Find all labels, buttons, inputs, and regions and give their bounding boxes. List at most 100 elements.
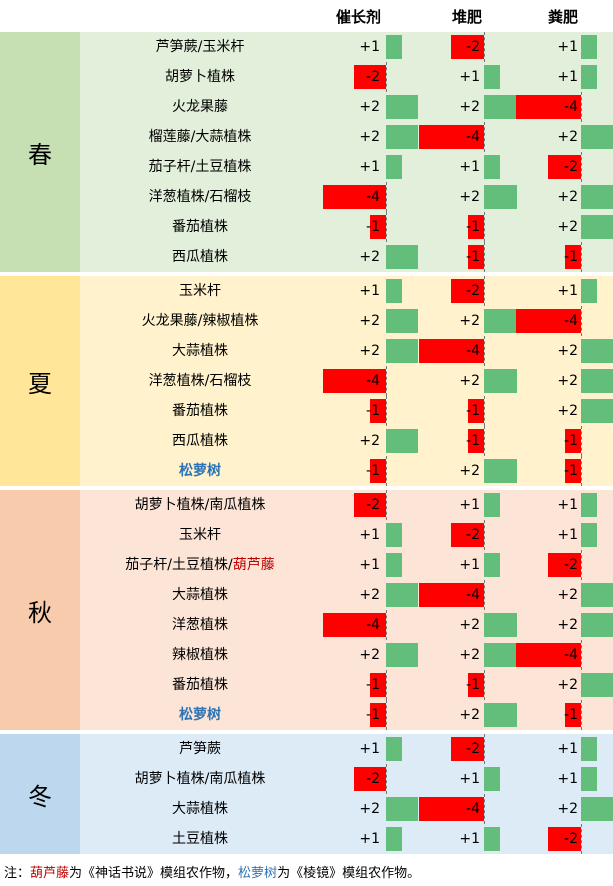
value-label: -1: [466, 403, 480, 419]
table-row: 洋葱植株/石榴枝 -4 +2 +2: [0, 182, 613, 212]
value-label: +1: [557, 39, 578, 55]
crop-label: 大蒜植株: [172, 587, 228, 603]
value-label: +1: [359, 527, 380, 543]
value-label: +1: [359, 741, 380, 757]
value-label: -1: [564, 707, 578, 723]
table-row: 芦笋蕨/玉米杆 +1 -2 +1: [0, 32, 613, 62]
value-label: +2: [359, 647, 380, 663]
value-bar: [581, 493, 597, 517]
value-bar: [419, 125, 484, 149]
value-bar: [548, 155, 581, 179]
value-label: -2: [366, 771, 380, 787]
value-bar: [565, 459, 581, 483]
value-bar: [581, 35, 597, 59]
value-label: +1: [359, 283, 380, 299]
axis-line: [581, 456, 582, 486]
axis-line: [386, 182, 387, 212]
table-row: 大蒜植株 +2 -4 +2: [0, 794, 613, 824]
season-label: 秋: [0, 490, 80, 730]
value-bar: [386, 245, 418, 269]
value-label: -1: [466, 677, 480, 693]
table-row: 榴莲藤/大蒜植株 +2 -4 +2: [0, 122, 613, 152]
value-label: -2: [466, 39, 480, 55]
value-label: -4: [564, 647, 578, 663]
season-block: 夏玉米杆 +1 -2 +1 火龙果藤/辣椒植株 +2 +2 -4 大蒜植株 +2 -4 +2 洋葱植株/…: [0, 276, 613, 486]
value-label: +2: [359, 587, 380, 603]
axis-line: [581, 426, 582, 456]
value-bar: [565, 429, 581, 453]
value-bar: [419, 583, 484, 607]
value-bar: [451, 35, 484, 59]
table-row: 胡萝卜植株 -2 +1 +1: [0, 62, 613, 92]
table-row: 茄子杆/土豆植株/葫芦藤 +1 +1 -2: [0, 550, 613, 580]
crop-name: 大蒜植株: [80, 336, 320, 366]
value-bar: [581, 797, 613, 821]
value-label: +2: [459, 313, 480, 329]
crop-name: 火龙果藤: [80, 92, 320, 122]
axis-line: [386, 62, 387, 92]
crop-label: 胡萝卜植株/南瓜植株: [134, 771, 266, 787]
season-block: 春芦笋蕨/玉米杆 +1 -2 +1 胡萝卜植株 -2 +1 +1 火龙果藤 +2 +2 -4 榴莲藤/大…: [0, 32, 613, 272]
table-row: 火龙果藤 +2 +2 -4: [0, 92, 613, 122]
crop-name: 番茄植株: [80, 212, 320, 242]
crop-label: 大蒜植株: [172, 343, 228, 359]
value-label: -1: [466, 433, 480, 449]
crop-name: 榴莲藤/大蒜植株: [80, 122, 320, 152]
value-label: -2: [366, 69, 380, 85]
value-label: -1: [366, 707, 380, 723]
value-label: -4: [466, 801, 480, 817]
table-row: 松萝树 -1 +2 -1: [0, 700, 613, 730]
axis-line: [386, 366, 387, 396]
crop-label: 洋葱植株/石榴枝: [148, 189, 252, 205]
table-row: 玉米杆 +1 -2 +1: [0, 276, 613, 306]
footnote-text-1: 为《神话书说》模组农作物，: [69, 866, 239, 881]
crop-name: 大蒜植株: [80, 794, 320, 824]
value-bar: [386, 429, 418, 453]
value-bar: [323, 369, 386, 393]
value-label: +2: [557, 219, 578, 235]
crop-label: 土豆植株: [172, 831, 228, 847]
value-bar: [386, 95, 418, 119]
value-bar: [516, 95, 581, 119]
footnote-prefix: 注：: [4, 866, 31, 881]
crop-label: 芦笋蕨: [179, 741, 221, 757]
value-bar: [484, 643, 517, 667]
value-label: -1: [466, 249, 480, 265]
value-bar: [484, 309, 517, 333]
crop-label: 胡萝卜植株/南瓜植株: [134, 497, 266, 513]
axis-line: [484, 794, 485, 824]
value-label: -4: [366, 617, 380, 633]
axis-line: [581, 824, 582, 854]
crop-label: 松萝树: [179, 463, 221, 479]
axis-line: [386, 456, 387, 486]
value-bar: [581, 523, 597, 547]
value-bar: [468, 245, 484, 269]
value-label: +2: [557, 801, 578, 817]
axis-line: [484, 212, 485, 242]
value-label: +2: [557, 403, 578, 419]
value-label: -1: [366, 463, 380, 479]
season-block: 秋 胡萝卜植株/南瓜植株 -2 +1 +1 玉米杆 +1 -2 +1 茄子杆/土豆植株/葫芦藤 +1…: [0, 490, 613, 730]
crop-name: 茄子杆/土豆植株: [80, 152, 320, 182]
value-bar: [565, 245, 581, 269]
value-bar: [354, 767, 386, 791]
crop-name: 洋葱植株: [80, 610, 320, 640]
axis-line: [386, 610, 387, 640]
value-bar: [451, 737, 484, 761]
value-bar: [565, 703, 581, 727]
crop-label: 番茄植株: [172, 403, 228, 419]
crop-label: 西瓜植株: [172, 433, 228, 449]
crop-label: 榴莲藤/大蒜植株: [148, 129, 252, 145]
value-bar: [451, 279, 484, 303]
value-label: +2: [359, 313, 380, 329]
value-label: +1: [359, 39, 380, 55]
value-label: +1: [459, 69, 480, 85]
crop-name: 芦笋蕨: [80, 734, 320, 764]
value-label: -1: [564, 249, 578, 265]
axis-line: [581, 700, 582, 730]
table-row: 玉米杆 +1 -2 +1: [0, 520, 613, 550]
table-row: 洋葱植株 -4 +2 +2: [0, 610, 613, 640]
crop-name: 西瓜植株: [80, 242, 320, 272]
axis-line: [581, 92, 582, 122]
value-bar: [484, 493, 500, 517]
